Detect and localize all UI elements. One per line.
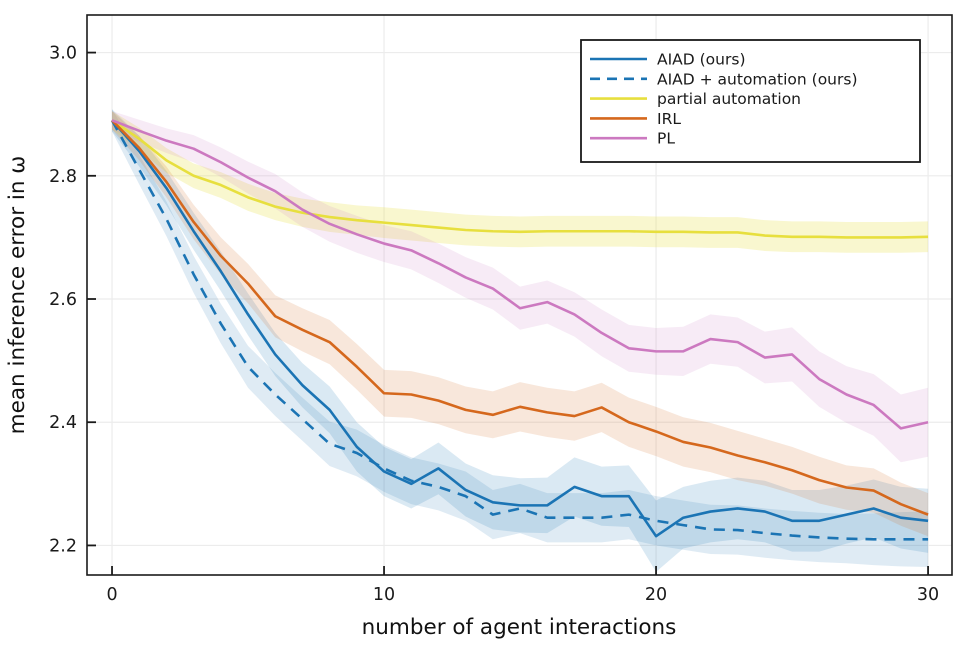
plot-frame: [86, 14, 953, 576]
y-axis-label: mean inference error in ω: [5, 156, 30, 435]
y-tick-label: 2.2: [49, 536, 77, 556]
legend-entry-label: PL: [657, 130, 675, 148]
legend-box: AIAD (ours)AIAD + automation (ours) parti…: [580, 39, 921, 163]
series-line: [111, 119, 929, 430]
confidence-band: [112, 109, 929, 572]
series-line: [111, 119, 929, 538]
legend-entry-label: AIAD (ours): [657, 51, 746, 69]
x-tick-label: 30: [917, 585, 939, 605]
series-lines-layer: [110, 119, 929, 541]
x-axis-label: number of agent interactions: [362, 615, 677, 640]
legend-entry-label: IRL: [657, 110, 681, 128]
legend-entry-label: partial automation: [657, 90, 801, 108]
y-tick-label: 2.6: [49, 290, 77, 310]
series-line: [110, 119, 929, 541]
legend-entry-label: AIAD + automation (ours): [657, 70, 858, 88]
legend-frame: [580, 39, 921, 163]
confidence-band: [112, 111, 929, 463]
y-tick-label: 3.0: [49, 44, 77, 64]
y-tick-label: 2.8: [49, 167, 77, 187]
tick-marks-layer: [87, 51, 929, 575]
confidence-band: [112, 111, 929, 537]
tick-labels-layer: 0 10 20 30 3.0 2.8 2.6 2.4 2.2: [49, 44, 939, 605]
series-line: [111, 119, 929, 239]
confidence-band: [112, 109, 929, 567]
series-line: [111, 119, 929, 516]
x-tick-label: 20: [645, 585, 667, 605]
x-tick-label: 0: [106, 585, 117, 605]
x-tick-label: 10: [373, 585, 395, 605]
y-tick-label: 2.4: [49, 413, 77, 433]
